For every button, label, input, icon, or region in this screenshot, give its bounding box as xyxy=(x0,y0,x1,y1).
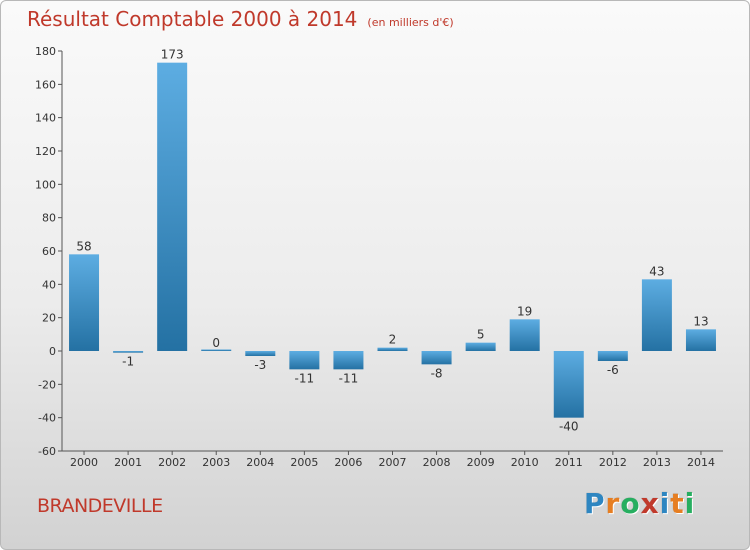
bar xyxy=(509,319,540,351)
logo-letter: r xyxy=(605,487,621,520)
x-tick-label: 2004 xyxy=(246,456,274,469)
chart-title: Résultat Comptable 2000 à 2014 (en millie… xyxy=(27,7,454,31)
x-tick-label: 2000 xyxy=(70,456,98,469)
bar xyxy=(421,351,452,365)
logo-letter: t xyxy=(670,487,685,520)
bar xyxy=(597,351,628,361)
y-tick-label: -20 xyxy=(38,378,56,391)
x-tick-label: 2009 xyxy=(467,456,495,469)
bar xyxy=(377,347,408,351)
x-tick-label: 2008 xyxy=(423,456,451,469)
title-text: Résultat Comptable 2000 à 2014 xyxy=(27,7,358,31)
y-tick-label: 20 xyxy=(42,312,56,325)
data-label: -8 xyxy=(431,366,443,380)
logo-letter: i xyxy=(684,487,696,520)
data-label: -3 xyxy=(254,358,266,372)
proxiti-logo: Proxiti xyxy=(584,487,695,520)
bar xyxy=(201,349,232,351)
y-tick-label: 0 xyxy=(49,345,56,358)
bar xyxy=(157,62,188,352)
data-label: 173 xyxy=(161,48,184,62)
x-tick-label: 2005 xyxy=(290,456,318,469)
data-label: 19 xyxy=(517,304,532,318)
x-tick-label: 2006 xyxy=(334,456,362,469)
y-tick-label: 80 xyxy=(42,212,56,225)
bar xyxy=(465,342,496,351)
y-tick-label: 120 xyxy=(35,145,56,158)
bar xyxy=(685,329,716,351)
data-label: -40 xyxy=(559,420,579,434)
data-label: 58 xyxy=(76,239,91,253)
y-tick-label: 180 xyxy=(35,45,56,58)
y-tick-label: -60 xyxy=(38,445,56,458)
x-tick-label: 2010 xyxy=(511,456,539,469)
x-tick-label: 2007 xyxy=(379,456,407,469)
bar xyxy=(333,351,364,370)
data-label: -1 xyxy=(122,355,134,369)
x-tick-label: 2003 xyxy=(202,456,230,469)
logo-letter: P xyxy=(584,487,606,520)
logo-letter: x xyxy=(640,487,660,520)
x-tick-label: 2013 xyxy=(643,456,671,469)
bar xyxy=(553,351,584,418)
y-tick-label: 160 xyxy=(35,78,56,91)
commune-name: BRANDEVILLE xyxy=(37,495,163,517)
logo-letter: i xyxy=(659,487,671,520)
x-tick-label: 2014 xyxy=(687,456,715,469)
data-label: -6 xyxy=(607,363,619,377)
x-tick-label: 2012 xyxy=(599,456,627,469)
y-tick-label: 100 xyxy=(35,178,56,191)
y-tick-label: -40 xyxy=(38,412,56,425)
logo-letter: o xyxy=(620,487,641,520)
x-tick-label: 2011 xyxy=(555,456,583,469)
data-label: 13 xyxy=(693,314,708,328)
bar xyxy=(289,351,320,370)
data-label: 2 xyxy=(389,333,397,347)
y-tick-label: 140 xyxy=(35,112,56,125)
bar xyxy=(69,254,100,351)
data-label: 0 xyxy=(212,336,220,350)
data-label: 43 xyxy=(649,264,664,278)
x-tick-label: 2001 xyxy=(114,456,142,469)
y-tick-label: 40 xyxy=(42,278,56,291)
data-label: 5 xyxy=(477,328,485,342)
bar xyxy=(113,351,144,353)
y-tick-label: 60 xyxy=(42,245,56,258)
bar xyxy=(641,279,672,351)
data-label: -11 xyxy=(339,371,359,385)
data-label: -11 xyxy=(295,371,315,385)
bar xyxy=(245,351,276,356)
unit-label: (en milliers d'€) xyxy=(367,16,454,29)
x-tick-label: 2002 xyxy=(158,456,186,469)
